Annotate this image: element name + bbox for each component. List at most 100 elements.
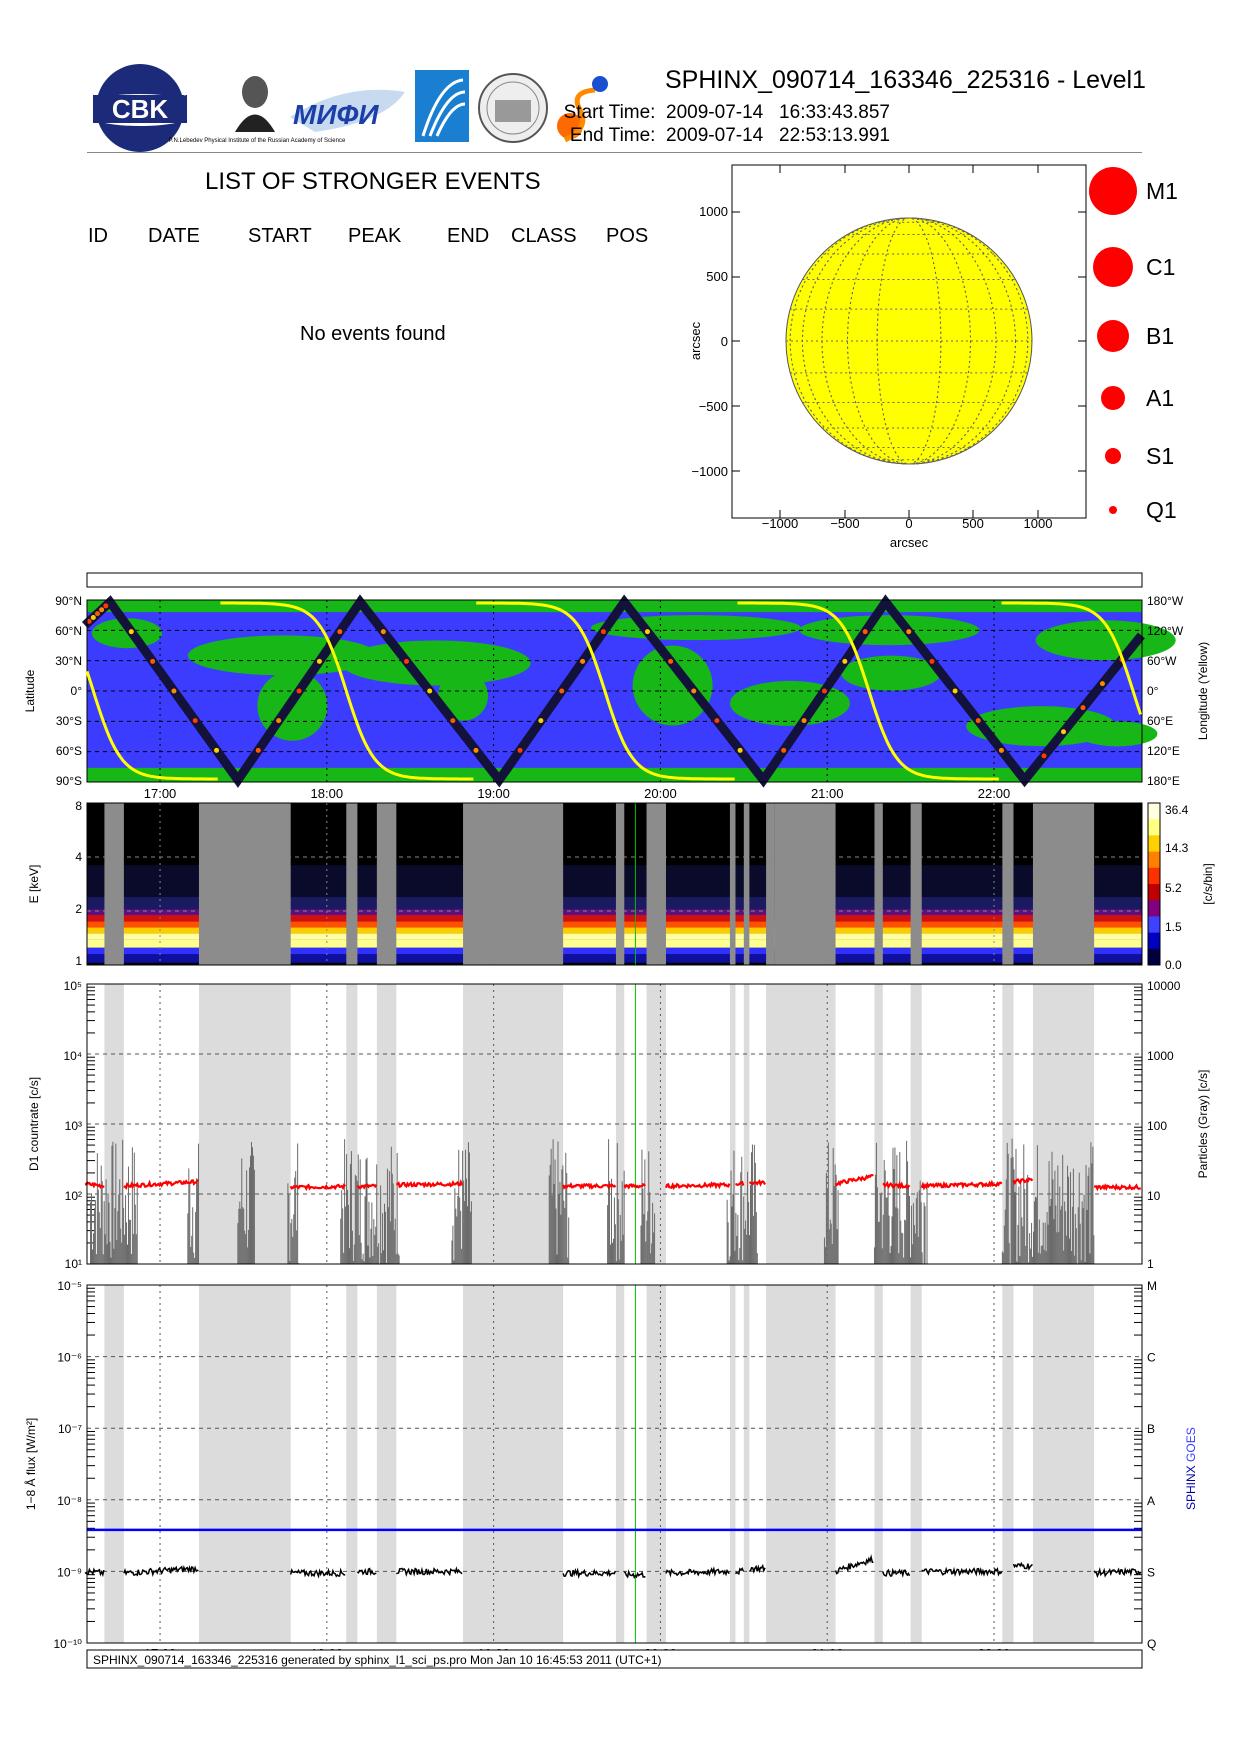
orbit-track-marker <box>781 747 787 753</box>
sun-xtick-0: 0 <box>905 516 912 531</box>
orbit-track-marker <box>90 615 96 621</box>
countrate-panel: 10⁵ 10⁴ 10³ 10² 10¹ 10000 1000 100 10 1 … <box>27 979 1210 1271</box>
land-mass <box>438 670 489 721</box>
orbit-track-marker <box>171 688 177 694</box>
legend-b1: B1 <box>1146 323 1175 349</box>
orbit-track-marker <box>714 718 720 724</box>
cr-rtick-100: 100 <box>1147 1119 1167 1133</box>
sphinx-segment <box>356 1567 377 1576</box>
flux-gap <box>1002 1285 1014 1643</box>
sphinx-segment <box>665 1566 730 1578</box>
sun-ytick-m500: −500 <box>699 399 728 414</box>
orbit-xticks: 17:00 18:00 19:00 20:00 21:00 22:00 <box>144 786 1011 801</box>
countrate-segment <box>735 1180 745 1187</box>
sphinx-segment <box>289 1567 346 1579</box>
d1-countrate-series <box>84 1173 1141 1192</box>
flux-ylabel: 1−8 Å flux [W/m²] <box>23 1418 38 1510</box>
data-gap <box>463 803 564 965</box>
data-gap <box>376 803 397 965</box>
orbit-track-marker <box>975 718 981 724</box>
orbit-lon-180e: 180°E <box>1147 774 1180 788</box>
col-end: END <box>447 225 490 247</box>
orbit-lon-60w: 60°W <box>1147 654 1177 668</box>
countrate-frame <box>86 983 1143 1265</box>
sphinx-segment <box>748 1563 766 1574</box>
countrate-gap <box>910 984 922 1264</box>
sphinx-segment <box>1012 1561 1033 1571</box>
sphinx-segment <box>396 1566 463 1578</box>
orbit-lon-120e: 120°E <box>1147 744 1180 758</box>
energy-band <box>87 927 1142 934</box>
orbit-lon-0: 0° <box>1147 684 1159 698</box>
longitude-line-segment <box>1001 601 1143 715</box>
time-tick-label: 18:00 <box>311 786 344 801</box>
orbit-track-marker <box>517 747 523 753</box>
countrate-segment <box>289 1182 347 1192</box>
flux-series <box>84 1528 1142 1580</box>
orbit-lat-90s: 90°S <box>56 774 82 788</box>
data-gap <box>766 803 775 965</box>
flux-gap <box>743 1285 750 1643</box>
orbit-track-marker <box>128 629 134 635</box>
countrate-segment <box>834 1173 874 1187</box>
orbit-lat-60s: 60°S <box>56 744 82 758</box>
sun-longitude-line <box>801 217 1017 465</box>
flux-class-label: Q <box>1147 1637 1156 1651</box>
legend-m1: M1 <box>1146 178 1178 204</box>
flux-frame <box>86 1284 1143 1644</box>
time-tick-label: 17:00 <box>144 786 177 801</box>
cbk-logo-text: CBK <box>112 94 169 124</box>
orbit-track-marker <box>862 629 868 635</box>
flux-gap <box>463 1285 564 1643</box>
time-tick-label: 22:00 <box>978 786 1011 801</box>
cr-rtick-1000: 1000 <box>1147 1049 1174 1063</box>
colorbar-segment <box>1148 948 1160 966</box>
cbar-tick-1: 14.3 <box>1165 841 1189 855</box>
longitude-line-segment <box>737 601 999 781</box>
countrate-segment <box>882 1180 911 1190</box>
svg-text:PAN: PAN <box>184 91 198 98</box>
orbit-panel: 90°N 60°N 30°N 0° 30°S 60°S 90°S 180°W 1… <box>23 594 1210 801</box>
orbit-track-marker <box>821 688 827 694</box>
land-mass <box>1077 721 1158 747</box>
spectrogram-grid <box>87 803 1142 965</box>
flux-ytick-label: 10⁻⁸ <box>57 1494 82 1508</box>
orbit-track-marker <box>86 618 92 624</box>
spec-ytick-2: 2 <box>75 902 82 916</box>
cr-ytick-1e2: 10² <box>65 1189 82 1203</box>
sun-xlabel: arcsec <box>890 535 929 550</box>
legend-a1: A1 <box>1146 385 1175 411</box>
flux-gap <box>729 1285 736 1643</box>
cr-rtick-10: 10 <box>1147 1189 1161 1203</box>
orbit-track-marker <box>644 629 650 635</box>
flux-legend-goes: GOES <box>1184 1427 1198 1462</box>
orbit-track-marker <box>99 607 105 613</box>
orbit-track-marker <box>1041 753 1047 759</box>
cr-ylabel-right: Particles (Gray) [c/s] <box>1196 1070 1210 1179</box>
flux-gap <box>646 1285 666 1643</box>
energy-band <box>87 939 1142 948</box>
orbit-grid <box>87 600 1142 782</box>
colorbar-segment <box>1148 803 1160 820</box>
orbit-track-marker <box>316 658 322 664</box>
time-tick-label: 21:00 <box>811 786 844 801</box>
sphinx-segment <box>734 1567 744 1576</box>
orbit-lon-120w: 120°W <box>1147 624 1184 638</box>
no-events-message: No events found <box>300 323 446 345</box>
sphinx-segment <box>882 1567 911 1579</box>
flux-ytick-label: 10⁻⁵ <box>57 1279 82 1293</box>
colorbar-segment <box>1148 900 1160 917</box>
orbit-track-marker <box>801 718 807 724</box>
sphinx-segment <box>1093 1566 1142 1579</box>
orbit-lon-180w: 180°W <box>1147 594 1184 608</box>
cr-rtick-1: 1 <box>1147 1257 1154 1271</box>
time-tick-label: 20:00 <box>644 786 677 801</box>
data-gap <box>646 803 666 965</box>
colorbar-segment <box>1148 867 1160 885</box>
orbit-track-marker <box>450 718 456 724</box>
countrate-segment <box>562 1182 617 1191</box>
longitude-line-segment <box>85 670 218 781</box>
timeseries-stack: 90°N 60°N 30°N 0° 30°S 60°S 90°S 180°W 1… <box>23 572 1215 1669</box>
col-date: DATE <box>148 225 200 247</box>
countrate-gap <box>729 984 736 1264</box>
